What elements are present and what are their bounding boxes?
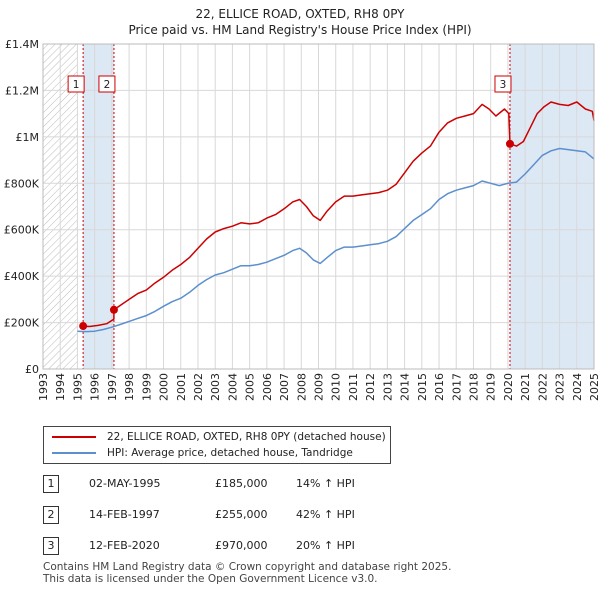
annotation-label: 2 — [104, 79, 111, 91]
sale-marker — [109, 305, 118, 314]
y-tick-label: £0 — [25, 363, 39, 376]
x-tick-label: 2009 — [313, 373, 326, 401]
x-tick-label: 2007 — [278, 373, 291, 401]
annotation-box — [494, 75, 512, 93]
x-tick-label: 2022 — [536, 373, 549, 401]
y-tick-label: £200K — [4, 317, 40, 330]
x-tick-label: 1999 — [140, 373, 153, 401]
transaction-price: £255,000 — [215, 508, 268, 521]
x-tick-label: 2019 — [485, 373, 498, 401]
hpi-line — [77, 147, 595, 333]
transaction-hpi-change: 20% ↑ HPI — [296, 539, 355, 552]
y-tick-label: £1M — [16, 131, 40, 144]
chart-title-line1: 22, ELLICE ROAD, OXTED, RH8 0PY — [195, 7, 405, 21]
transaction-number-badge: 3 — [43, 537, 59, 555]
x-tick-label: 2004 — [226, 373, 239, 401]
transaction-row: 3 12-FEB-2020 £970,000 20% ↑ HPI — [43, 536, 383, 556]
x-tick-label: 1998 — [123, 373, 136, 401]
sale-marker — [79, 322, 88, 331]
x-tick-label: 2008 — [295, 373, 308, 401]
transaction-price: £970,000 — [215, 539, 268, 552]
sale-marker — [505, 139, 514, 148]
transaction-hpi-change: 14% ↑ HPI — [296, 477, 355, 490]
transaction-number-badge: 1 — [43, 475, 59, 493]
x-tick-label: 2006 — [261, 373, 274, 401]
legend-row-property: 22, ELLICE ROAD, OXTED, RH8 0PY (detache… — [52, 429, 386, 445]
x-tick-label: 2014 — [399, 373, 412, 401]
annotation-box — [67, 75, 85, 93]
transaction-date: 12-FEB-2020 — [89, 539, 160, 552]
y-tick-label: £1.4M — [5, 38, 39, 51]
transaction-hpi-change: 42% ↑ HPI — [296, 508, 355, 521]
footer-copyright: Contains HM Land Registry data © Crown c… — [43, 561, 452, 573]
x-tick-label: 2005 — [244, 373, 257, 401]
legend-label-property: 22, ELLICE ROAD, OXTED, RH8 0PY (detache… — [107, 431, 386, 443]
x-tick-label: 1995 — [71, 373, 84, 401]
y-tick-label: £1.2M — [5, 84, 39, 97]
x-tick-label: 2002 — [192, 373, 205, 401]
footer-licence: This data is licensed under the Open Gov… — [43, 573, 378, 585]
x-tick-label: 1997 — [106, 373, 119, 401]
x-tick-label: 2003 — [209, 373, 222, 401]
x-tick-label: 2017 — [450, 373, 463, 401]
y-tick-label: £400K — [4, 270, 40, 283]
y-tick-label: £600K — [4, 224, 40, 237]
legend-swatch-hpi — [52, 452, 96, 454]
x-tick-label: 2016 — [433, 373, 446, 401]
transaction-date: 02-MAY-1995 — [89, 477, 161, 490]
property-price-line — [83, 101, 595, 328]
annotation-label: 1 — [73, 79, 80, 91]
x-tick-label: 2011 — [347, 373, 360, 401]
x-tick-label: 2013 — [381, 373, 394, 401]
x-tick-label: 2020 — [502, 373, 515, 401]
shade-band — [83, 44, 114, 369]
price-chart: 1 2 3 £0 £200K £400K £600K £800K £1M £1.2M £1.4M 1… — [4, 38, 600, 401]
x-tick-label: 2000 — [158, 373, 171, 401]
transaction-price: £185,000 — [215, 477, 268, 490]
x-tick-label: 1996 — [89, 373, 102, 401]
annotation-label: 3 — [500, 79, 507, 91]
x-tick-label: 1993 — [37, 373, 50, 401]
x-tick-label: 2025 — [588, 373, 600, 401]
x-tick-label: 2018 — [467, 373, 480, 401]
legend-row-hpi: HPI: Average price, detached house, Tand… — [52, 445, 353, 461]
shade-band — [509, 44, 594, 369]
x-tick-label: 2023 — [554, 373, 567, 401]
transaction-date: 14-FEB-1997 — [89, 508, 160, 521]
transaction-row: 1 02-MAY-1995 £185,000 14% ↑ HPI — [43, 474, 383, 494]
y-tick-label: £800K — [4, 177, 40, 190]
footer: Contains HM Land Registry data © Crown c… — [43, 561, 451, 585]
x-tick-label: 2012 — [364, 373, 377, 401]
x-tick-label: 2021 — [519, 373, 532, 401]
x-tick-label: 2001 — [175, 373, 188, 401]
x-tick-label: 2010 — [330, 373, 343, 401]
transaction-number-badge: 2 — [43, 506, 59, 524]
transaction-row: 2 14-FEB-1997 £255,000 42% ↑ HPI — [43, 505, 383, 525]
chart-legend: 22, ELLICE ROAD, OXTED, RH8 0PY (detache… — [43, 426, 391, 464]
x-tick-label: 1994 — [54, 373, 67, 401]
legend-swatch-property — [52, 436, 96, 438]
x-tick-label: 2015 — [416, 373, 429, 401]
x-tick-label: 2024 — [571, 373, 584, 401]
plot-border — [42, 43, 595, 370]
chart-title-line2: Price paid vs. HM Land Registry's House … — [128, 23, 472, 37]
legend-label-hpi: HPI: Average price, detached house, Tand… — [107, 447, 353, 459]
annotation-box — [98, 75, 116, 93]
